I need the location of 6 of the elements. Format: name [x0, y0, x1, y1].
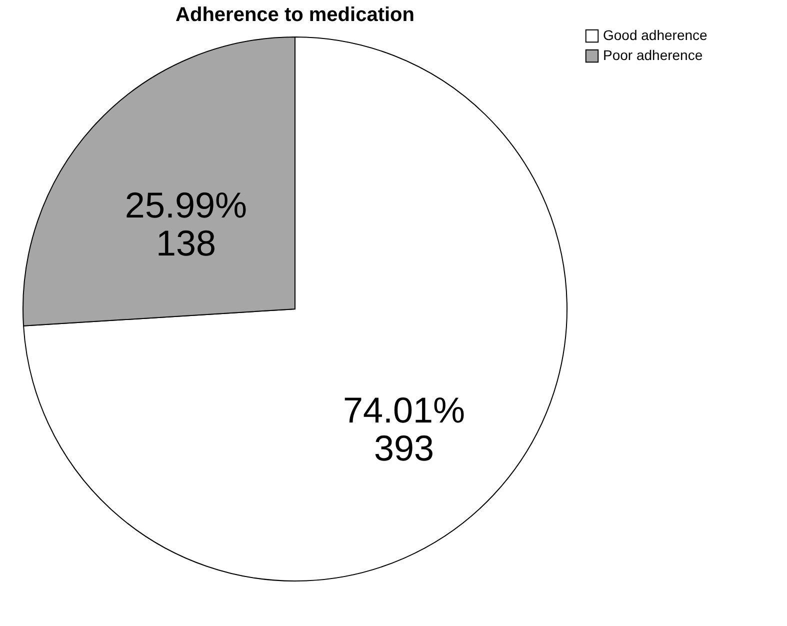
legend-label: Poor adherence — [603, 47, 703, 63]
legend-label: Good adherence — [603, 27, 708, 43]
pie-slice — [23, 36, 568, 582]
chart-title: Adherence to medication — [176, 4, 414, 26]
data-label: 25.99% 138 — [124, 184, 248, 264]
data-label: 74.01% 393 — [342, 389, 466, 468]
